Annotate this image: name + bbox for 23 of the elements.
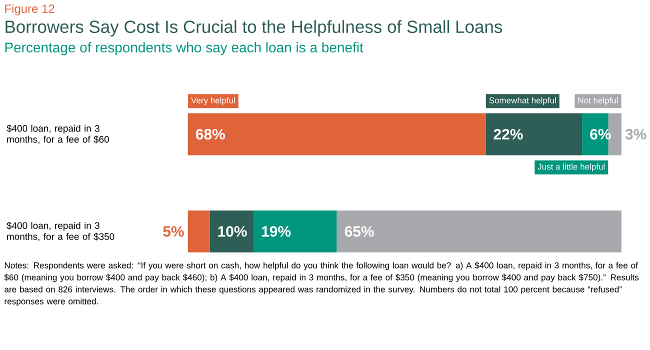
series-label: Just a little helpful [538,164,605,172]
series-label: Somewhat helpful [489,97,556,106]
annotation: Notes: Respondents were asked: “If you were short on cash, how helpful do you think the following loan would be? a) A $400 loan, repaid in 3 months, for a fee of $60 (meaning you borrow $400 and pay back $460); b) A $400 loan, repaid in 3 months, for a fee of $350 (meaning you borrow $400 and pay back $750).” Results are based on 826 interviews. The order in which these questions appeared was randomized in the survey. Numbers do not total 100 percent because “refused” responses were omitted. [4,262,639,306]
y-tick-label: $400 loan, repaid in 3 months, for a fee of $350 [6,222,114,242]
series-label: Very helpful [191,97,235,106]
data-label: 22% [494,129,523,140]
bar [188,210,210,253]
data-label: 10% [218,226,247,237]
bar [486,113,582,156]
chart-subtitle: Percentage of respondents who say each loan is a benefit [5,42,364,56]
data-label: 19% [262,226,291,237]
data-label: 68% [196,129,225,140]
y-tick-label: $400 loan, repaid in 3 months, for a fee of $60 [6,124,109,144]
chart-title: Borrowers Say Cost Is Crucial to the Helpfulness of Small Loans [6,20,502,37]
bar [210,210,254,253]
bar [336,210,622,253]
caption: Figure 12 [5,4,54,16]
data-label: 65% [344,226,374,237]
data-label: 5% [163,226,184,237]
data-label: 3% [625,129,646,140]
series-label: Not helpful [578,97,618,106]
bar [188,113,486,156]
bar [254,210,337,253]
